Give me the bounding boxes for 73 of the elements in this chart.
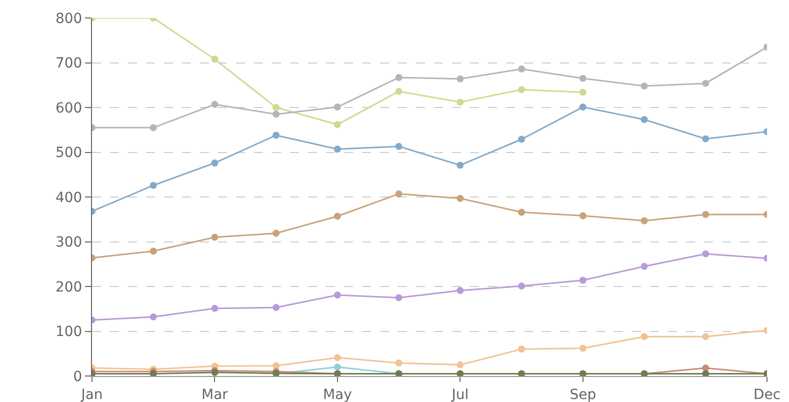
point <box>211 304 218 312</box>
point <box>334 292 341 298</box>
point <box>272 110 280 118</box>
point <box>150 313 157 320</box>
point <box>395 142 402 150</box>
point <box>518 66 526 73</box>
y-tick-label: 500 <box>55 145 82 162</box>
point <box>334 121 341 128</box>
point <box>702 370 710 376</box>
point <box>456 361 464 368</box>
point <box>640 116 648 124</box>
point <box>702 364 710 372</box>
y-tick-label: 200 <box>55 279 82 296</box>
point <box>456 194 464 202</box>
point <box>211 234 218 241</box>
point <box>640 82 648 90</box>
point <box>334 364 341 371</box>
point <box>395 360 402 367</box>
y-tick-label: 300 <box>55 234 82 251</box>
x-tick-label: Sep <box>570 386 596 402</box>
point <box>579 344 586 352</box>
point <box>272 304 280 312</box>
point <box>272 362 280 370</box>
point <box>579 104 586 111</box>
point <box>395 294 402 302</box>
y-tick-label: 700 <box>55 56 82 72</box>
point <box>518 208 526 216</box>
point <box>272 104 280 111</box>
x-tick-label: Dec <box>753 386 781 402</box>
point <box>395 190 402 198</box>
point <box>640 217 648 224</box>
point <box>150 182 157 189</box>
point <box>518 136 526 143</box>
point <box>211 100 218 108</box>
point <box>702 250 710 258</box>
point <box>395 74 402 82</box>
point <box>702 135 710 142</box>
point <box>456 98 464 106</box>
point <box>640 333 648 340</box>
point <box>640 262 648 270</box>
point <box>272 132 280 139</box>
x-tick-label: Mar <box>202 386 228 402</box>
y-tick-label: 800 <box>55 10 82 27</box>
y-tick-label: 100 <box>55 324 82 340</box>
point <box>211 56 218 63</box>
point <box>272 230 280 237</box>
point <box>702 333 710 340</box>
point <box>518 346 526 353</box>
point <box>150 124 157 132</box>
x-tick-label: May <box>322 386 352 402</box>
point <box>334 212 341 220</box>
point <box>456 287 464 294</box>
x-tick-label: Jul <box>450 386 469 402</box>
point <box>579 276 586 284</box>
point <box>395 88 402 95</box>
y-tick-label: 600 <box>55 100 82 116</box>
point <box>456 162 464 169</box>
point <box>702 80 710 87</box>
y-tick-label: 400 <box>55 190 82 206</box>
point <box>579 74 586 82</box>
point <box>579 212 586 220</box>
point <box>334 104 341 111</box>
point <box>702 210 710 218</box>
point <box>518 86 526 94</box>
point <box>211 159 218 166</box>
point <box>456 75 464 82</box>
point <box>579 88 586 96</box>
point <box>150 248 157 255</box>
point <box>334 354 341 362</box>
y-tick-label: 0 <box>73 368 82 385</box>
x-tick-label: Jan <box>80 386 103 402</box>
point <box>334 146 341 153</box>
point <box>518 282 526 290</box>
